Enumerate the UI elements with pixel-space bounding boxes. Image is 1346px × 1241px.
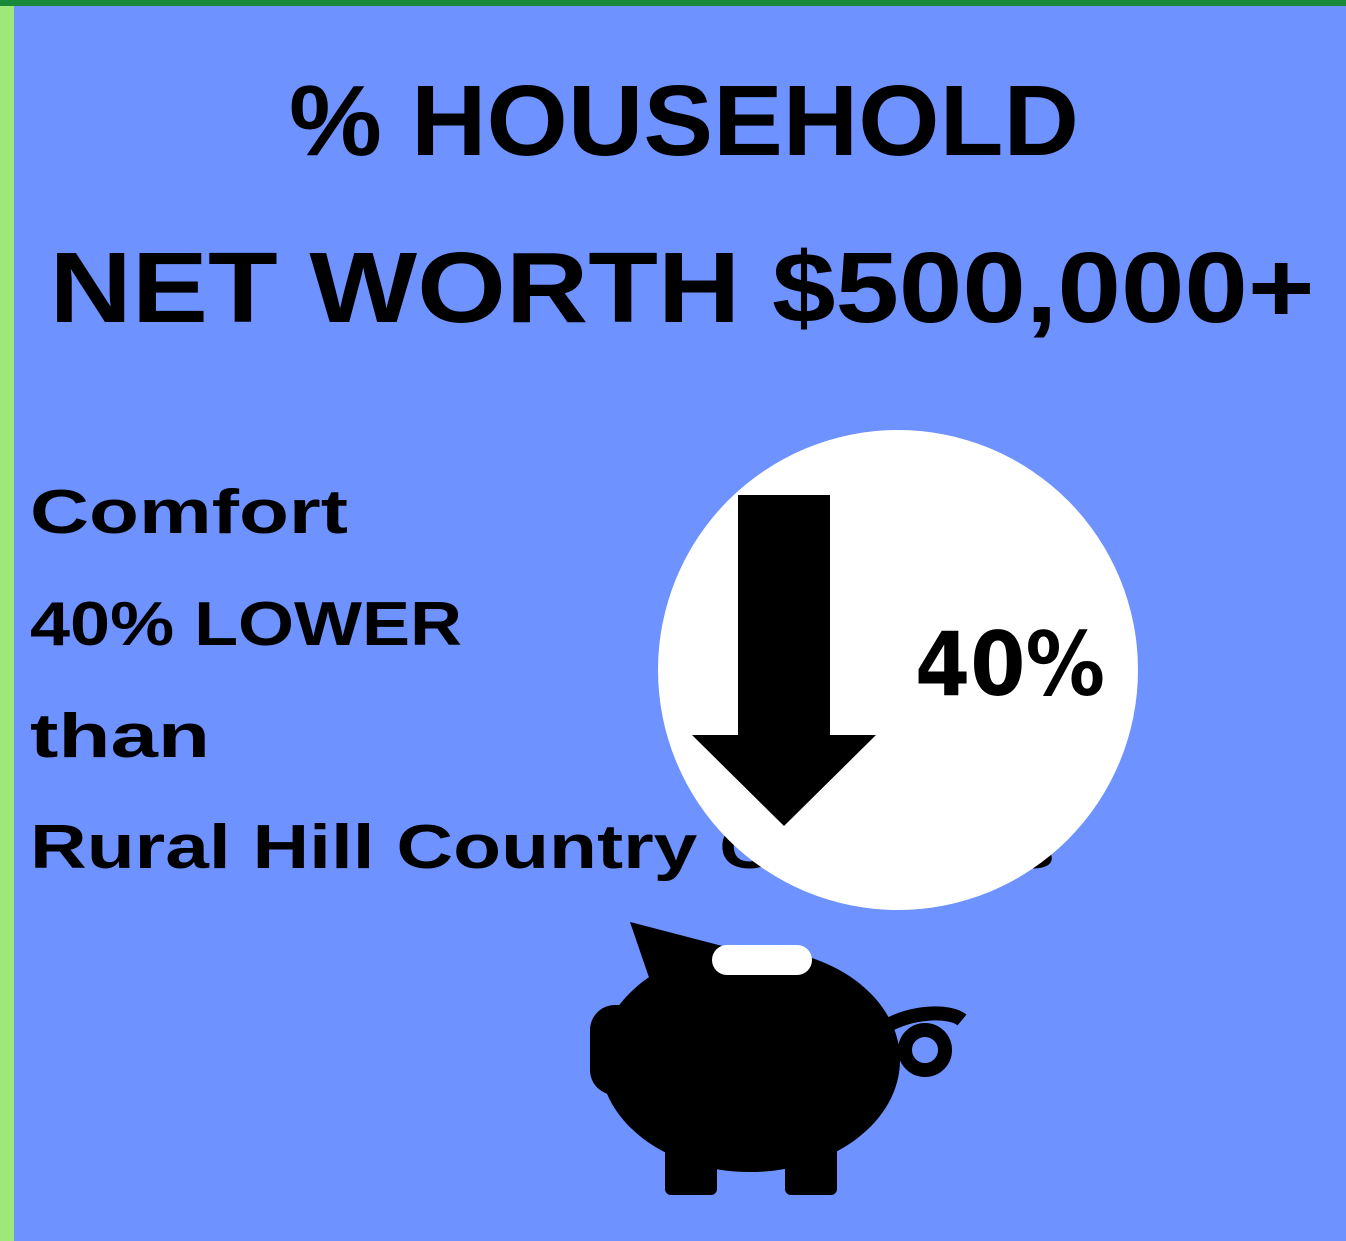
- arrow-head: [692, 735, 876, 826]
- top-bar: [0, 0, 1346, 6]
- body-line: 40% LOWER: [30, 590, 462, 659]
- arrow-shaft: [738, 495, 830, 737]
- title-line: % HOUSEHOLD: [289, 65, 1079, 177]
- body-line: than: [30, 702, 210, 771]
- badge-label: 40%: [915, 613, 1105, 716]
- title-line: NET WORTH $500,000+: [50, 232, 1315, 344]
- body-line: Comfort: [30, 478, 348, 547]
- left-bar: [0, 0, 14, 1241]
- piggy-bank-icon: [590, 922, 967, 1195]
